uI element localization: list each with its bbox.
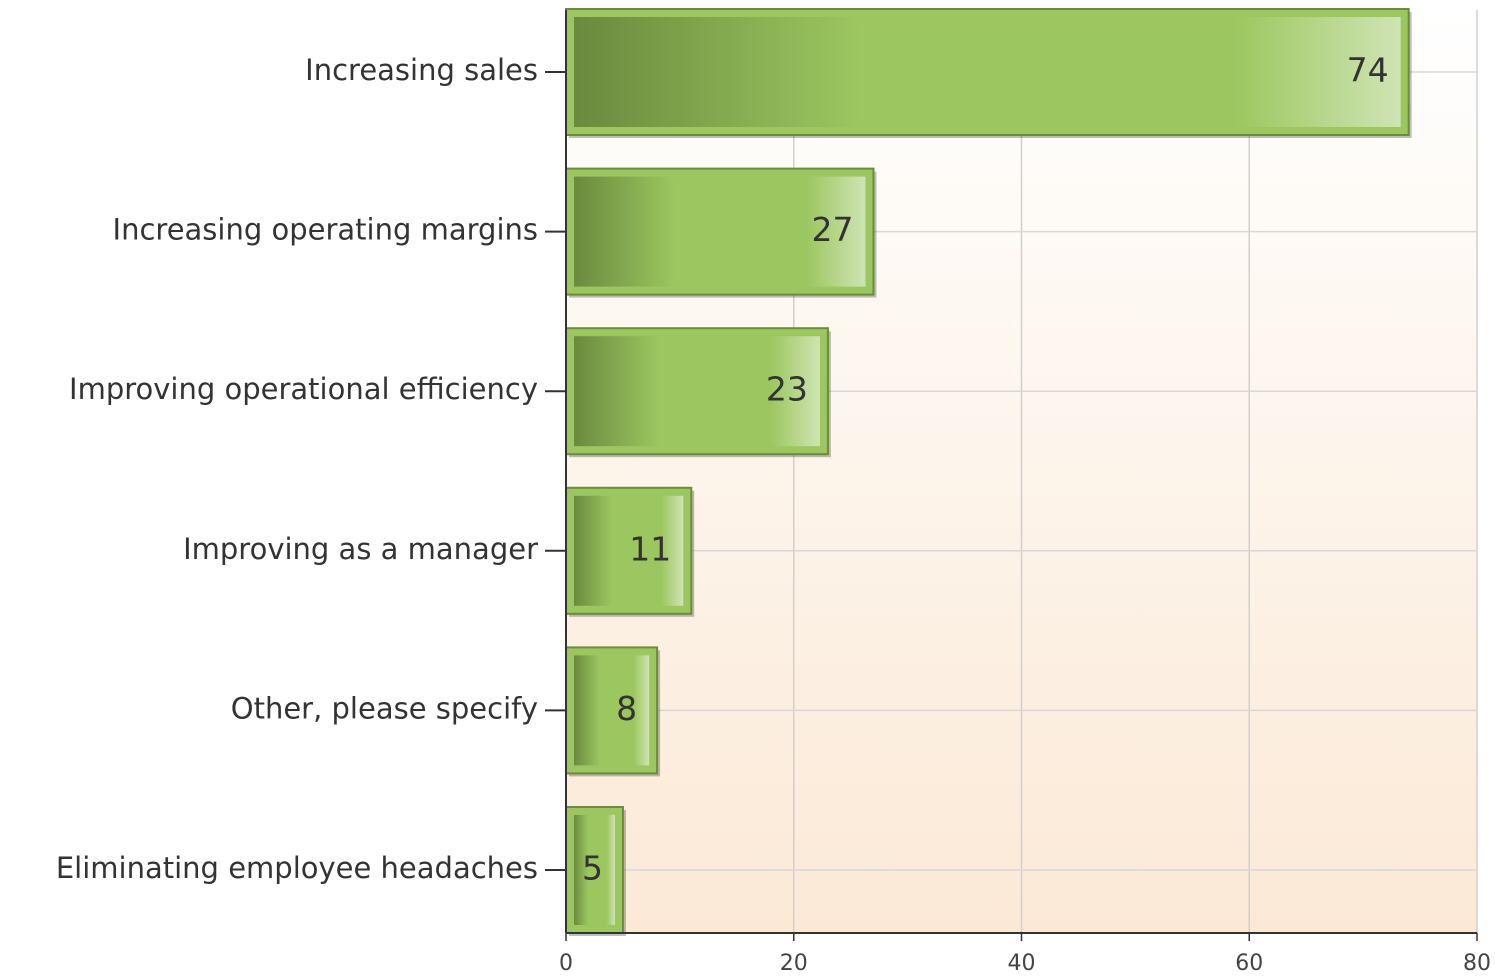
data-label: 27 — [811, 210, 853, 249]
y-tick-label: Other, please specify — [231, 691, 538, 725]
data-label: 8 — [616, 689, 637, 728]
data-label: 11 — [629, 529, 671, 568]
data-label: 74 — [1347, 51, 1389, 90]
x-tick-label: 0 — [559, 951, 573, 976]
y-tick-label: Improving as a manager — [183, 532, 538, 566]
y-tick-label: Increasing operating margins — [113, 213, 538, 247]
y-tick-label: Improving operational efficiency — [69, 372, 538, 406]
x-tick-label: 80 — [1463, 951, 1491, 976]
x-tick-label: 20 — [780, 951, 808, 976]
bar-inner — [574, 655, 650, 766]
bar-inner — [574, 336, 820, 447]
data-label: 5 — [582, 849, 603, 888]
y-tick-label: Increasing sales — [305, 53, 538, 87]
bar-inner — [574, 176, 866, 287]
bar-inner — [574, 495, 684, 606]
bar-inner — [574, 17, 1401, 127]
y-tick-label: Eliminating employee headaches — [56, 851, 538, 885]
x-tick-label: 60 — [1235, 951, 1263, 976]
data-label: 23 — [766, 370, 808, 409]
x-tick-label: 40 — [1008, 951, 1036, 976]
bar-inner — [574, 815, 615, 925]
